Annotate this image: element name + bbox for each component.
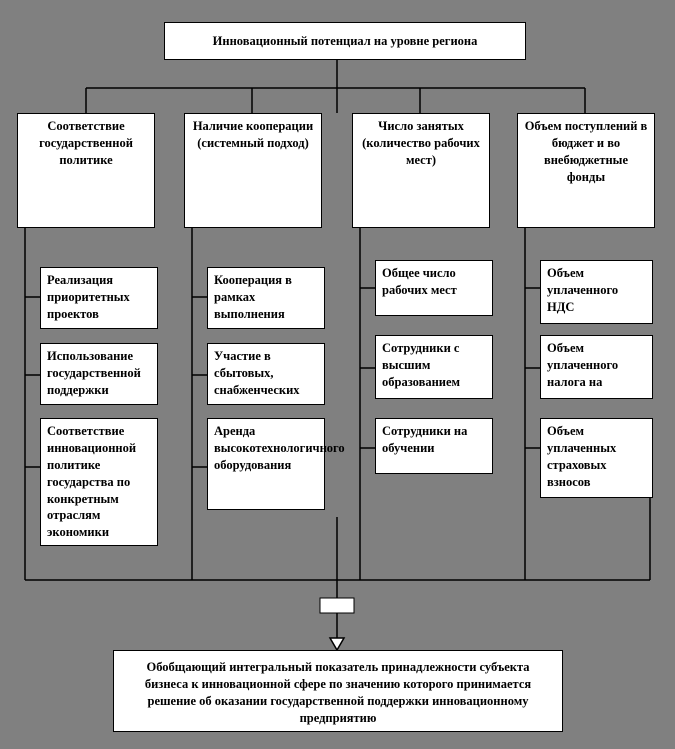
item-policy-conformity: Соответствие инновационной политике госу… bbox=[40, 418, 158, 546]
item-sales-supply: Участие в сбытовых, снабженческих bbox=[207, 343, 325, 405]
item-insurance-paid: Объем уплаченных страховых взносов bbox=[540, 418, 653, 498]
item-tax-paid: Объем уплаченного налога на bbox=[540, 335, 653, 399]
item-training: Сотрудники на обучении bbox=[375, 418, 493, 474]
item-vat-paid: Объем уплаченного НДС bbox=[540, 260, 653, 324]
category-employment: Число занятых (количество рабочих мест) bbox=[352, 113, 490, 228]
category-budget: Объем поступлений в бюджет и во внебюдже… bbox=[517, 113, 655, 228]
diagram-canvas: Инновационный потенциал на уровне регион… bbox=[0, 0, 675, 749]
item-state-support-use: Использование государственной поддержки bbox=[40, 343, 158, 405]
item-priority-projects: Реализация приоритетных проектов bbox=[40, 267, 158, 329]
category-state-policy: Соответствие государственной политике bbox=[17, 113, 155, 228]
category-cooperation: Наличие кооперации (системный подход) bbox=[184, 113, 322, 228]
conclusion-box: Обобщающий интегральный показатель прина… bbox=[113, 650, 563, 732]
item-higher-education: Сотрудники с высшим образованием bbox=[375, 335, 493, 399]
root-box: Инновационный потенциал на уровне регион… bbox=[164, 22, 526, 60]
item-total-jobs: Общее число рабочих мест bbox=[375, 260, 493, 316]
item-cooperation-execution: Кооперация в рамках выполнения bbox=[207, 267, 325, 329]
item-equipment-lease: Аренда высокотехнологичного оборудования bbox=[207, 418, 325, 510]
